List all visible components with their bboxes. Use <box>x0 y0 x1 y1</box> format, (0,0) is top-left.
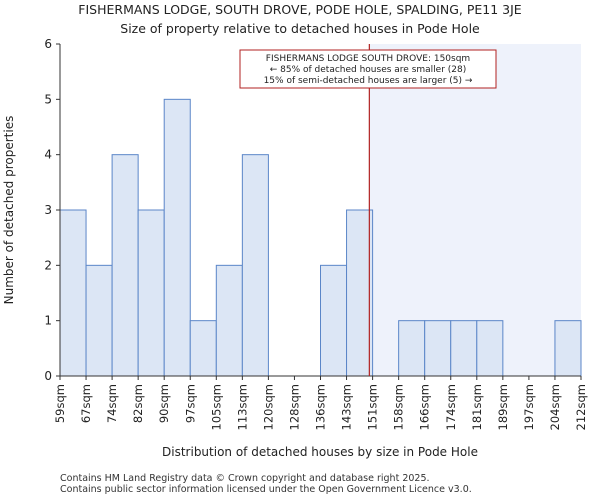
annotation-box <box>239 49 497 89</box>
footer: Contains HM Land Registry data © Crown c… <box>60 473 472 495</box>
x-tick-label: 158sqm <box>392 384 406 430</box>
bar-113sqm <box>241 154 269 377</box>
x-tick-label: 59sqm <box>53 384 67 423</box>
bar-136sqm <box>320 264 348 377</box>
y-tick-label: 4 <box>44 148 52 162</box>
bar-105sqm <box>215 264 243 377</box>
x-tick-label: 151sqm <box>366 384 380 430</box>
bar-158sqm <box>398 320 426 377</box>
bar-181sqm <box>476 320 504 377</box>
bar-67sqm <box>85 264 113 377</box>
y-axis-label: Number of detached properties <box>2 116 16 305</box>
x-tick-label: 105sqm <box>209 384 223 430</box>
chart-title: FISHERMANS LODGE, SOUTH DROVE, PODE HOLE… <box>78 2 522 17</box>
x-tick-label: 174sqm <box>444 384 458 430</box>
bar-204sqm <box>554 320 582 377</box>
annotation-line-1: FISHERMANS LODGE SOUTH DROVE: 150sqm <box>266 54 470 64</box>
x-tick-label: 189sqm <box>496 384 510 430</box>
annotation-line-3: 15% of semi-detached houses are larger (… <box>264 76 473 86</box>
x-tick-label: 143sqm <box>340 384 354 430</box>
bar-143sqm <box>346 209 374 377</box>
footer-line-2: Contains public sector information licen… <box>60 484 472 495</box>
y-tick-label: 2 <box>44 258 52 272</box>
x-tick-label: 212sqm <box>574 384 588 430</box>
y-tick-label: 1 <box>44 314 52 328</box>
x-tick-label: 128sqm <box>287 384 301 430</box>
x-tick-label: 97sqm <box>183 384 197 423</box>
footer-line-1: Contains HM Land Registry data © Crown c… <box>60 473 430 484</box>
y-tick-label: 5 <box>44 92 52 106</box>
bar-174sqm <box>450 320 478 377</box>
x-tick-label: 166sqm <box>418 384 432 430</box>
x-tick-label: 120sqm <box>261 384 275 430</box>
bar-166sqm <box>424 320 452 377</box>
bar-74sqm <box>111 154 139 377</box>
x-tick-label: 113sqm <box>235 384 249 430</box>
x-tick-label: 136sqm <box>314 384 328 430</box>
x-tick-label: 197sqm <box>522 384 536 430</box>
bar-90sqm <box>163 98 191 377</box>
chart-subtitle: Size of property relative to detached ho… <box>120 21 480 36</box>
x-tick-label: 90sqm <box>157 384 171 423</box>
x-tick-label: 74sqm <box>105 384 119 423</box>
bar-97sqm <box>189 320 217 377</box>
annotation-line-2: ← 85% of detached houses are smaller (28… <box>270 65 467 75</box>
y-tick-label: 0 <box>44 369 52 383</box>
x-tick-label: 67sqm <box>79 384 93 423</box>
bar-59sqm <box>59 209 87 377</box>
y-tick-label: 3 <box>44 203 52 217</box>
x-axis-label: Distribution of detached houses by size … <box>162 445 478 459</box>
y-tick-label: 6 <box>44 37 52 51</box>
x-tick-label: 181sqm <box>470 384 484 430</box>
x-tick-label: 82sqm <box>131 384 145 423</box>
bar-82sqm <box>137 209 165 377</box>
x-tick-label: 204sqm <box>548 384 562 430</box>
